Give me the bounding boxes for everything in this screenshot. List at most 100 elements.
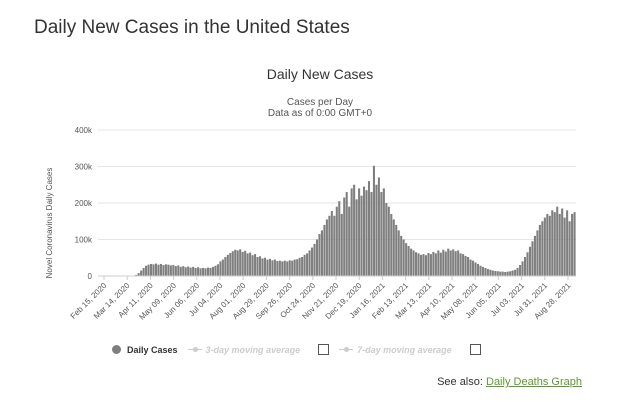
bar — [192, 266, 195, 276]
bar — [429, 254, 432, 276]
bar — [563, 217, 566, 276]
bar — [256, 257, 259, 276]
bar — [439, 252, 442, 276]
bar — [323, 224, 326, 276]
y-tick-label: 300k — [75, 163, 93, 172]
y-tick-label: 0 — [88, 272, 93, 281]
bar — [283, 260, 286, 276]
bar — [254, 254, 257, 276]
bar — [154, 263, 158, 276]
bar — [501, 271, 504, 276]
bar — [528, 246, 532, 276]
bar — [370, 192, 373, 276]
bar — [422, 254, 425, 276]
legend-dot-icon — [112, 345, 121, 354]
bar — [296, 259, 299, 276]
see-also: See also: Daily Deaths Graph — [437, 376, 582, 388]
bar — [526, 252, 529, 276]
bar — [202, 267, 205, 276]
bar — [199, 268, 202, 276]
bar — [415, 252, 418, 276]
bar — [516, 267, 519, 276]
bar — [442, 249, 445, 276]
bar — [224, 257, 227, 276]
bar — [172, 265, 175, 276]
checkbox-7day-average[interactable] — [469, 344, 481, 355]
legend-item-7day-average[interactable]: 7-day moving average — [339, 344, 481, 355]
bar — [521, 261, 524, 276]
bar — [553, 212, 556, 276]
bar — [546, 213, 549, 276]
bar — [432, 251, 435, 276]
bar — [293, 259, 296, 276]
bar — [471, 260, 475, 276]
bar — [444, 251, 447, 276]
chart-data-timestamp: Data as of 0:00 GMT+0 — [267, 108, 373, 119]
bar — [338, 201, 341, 276]
bar — [348, 206, 351, 276]
bar — [365, 190, 368, 276]
bar — [476, 263, 480, 276]
bar — [249, 252, 252, 276]
bar — [278, 260, 281, 276]
bar — [288, 260, 291, 276]
bar — [145, 265, 148, 276]
checkbox-3day-average[interactable] — [318, 344, 330, 355]
bar — [486, 269, 489, 276]
bar — [551, 210, 554, 276]
bar — [182, 266, 185, 276]
bar — [221, 259, 224, 276]
legend-line-marker-icon — [339, 345, 354, 354]
see-also-label: See also: — [437, 376, 483, 388]
bar — [343, 197, 346, 276]
bar — [246, 253, 249, 276]
bar — [244, 250, 247, 276]
bar — [568, 221, 571, 276]
bar — [239, 249, 242, 276]
bar — [407, 246, 410, 276]
legend-label-3day-average: 3-day moving average — [205, 344, 301, 355]
bar — [157, 264, 160, 276]
bar — [226, 254, 229, 276]
bar — [135, 274, 138, 276]
bar — [211, 266, 215, 276]
bar — [462, 254, 465, 276]
bar — [150, 263, 153, 276]
bar — [382, 188, 385, 276]
bar — [467, 257, 470, 276]
bar — [140, 270, 143, 276]
bar — [380, 192, 383, 276]
bar — [167, 264, 170, 276]
bar — [315, 239, 319, 276]
bar — [234, 249, 237, 276]
bar — [298, 257, 301, 276]
bar — [308, 250, 311, 276]
bar — [459, 253, 462, 276]
daily-deaths-graph-link[interactable]: Daily Deaths Graph — [486, 376, 582, 388]
bar — [318, 234, 321, 276]
bar — [543, 217, 546, 276]
bar — [447, 248, 450, 276]
bar — [197, 267, 200, 276]
bar — [377, 177, 380, 276]
bar — [519, 265, 522, 276]
bar — [214, 265, 217, 276]
bar — [397, 230, 400, 276]
legend-line-marker-icon — [187, 345, 202, 354]
bar — [533, 235, 536, 276]
bar — [489, 269, 492, 276]
bar — [261, 258, 264, 276]
bar — [231, 251, 234, 276]
legend-item-3day-average[interactable]: 3-day moving average — [187, 344, 330, 355]
bar — [162, 265, 165, 276]
chart-legend: Daily Cases 3-day moving average 7-day m… — [112, 344, 491, 355]
bar — [417, 253, 420, 276]
bar — [184, 267, 187, 276]
y-tick-label: 200k — [75, 199, 93, 208]
legend-item-daily-cases[interactable]: Daily Cases — [112, 345, 178, 355]
bar — [400, 235, 403, 276]
bar — [360, 195, 363, 276]
bar — [236, 250, 239, 276]
bar — [511, 270, 514, 276]
bar — [263, 257, 267, 276]
